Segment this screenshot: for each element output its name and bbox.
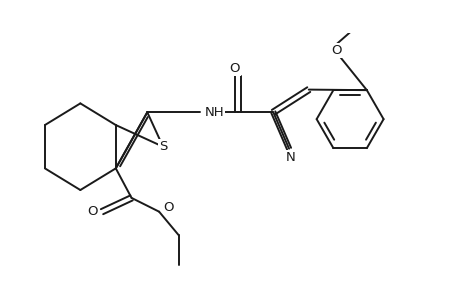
Text: F: F	[326, 0, 333, 1]
Text: S: S	[158, 140, 167, 153]
Text: O: O	[87, 205, 97, 218]
Text: O: O	[229, 62, 240, 75]
Text: NH: NH	[204, 106, 224, 119]
Text: O: O	[163, 201, 174, 214]
Text: F: F	[387, 0, 394, 1]
Text: O: O	[330, 44, 341, 57]
Text: N: N	[285, 151, 295, 164]
